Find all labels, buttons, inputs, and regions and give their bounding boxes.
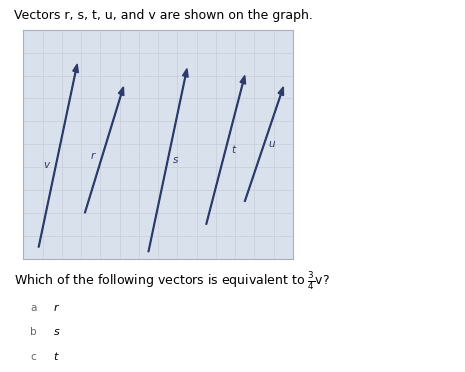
FancyArrow shape <box>85 87 124 213</box>
Text: s: s <box>173 155 178 165</box>
Text: v: v <box>43 160 49 170</box>
FancyArrow shape <box>245 87 284 202</box>
Text: r: r <box>91 151 95 161</box>
Text: c: c <box>30 352 36 362</box>
Text: t: t <box>231 145 235 155</box>
Text: Vectors r, s, t, u, and v are shown on the graph.: Vectors r, s, t, u, and v are shown on t… <box>14 9 313 22</box>
FancyArrow shape <box>38 64 79 247</box>
Text: s: s <box>53 327 59 337</box>
Text: t: t <box>53 352 58 362</box>
Text: a: a <box>30 303 37 313</box>
Text: b: b <box>30 327 37 337</box>
Text: u: u <box>268 139 275 149</box>
FancyArrow shape <box>148 69 188 252</box>
Text: Which of the following vectors is equivalent to $\frac{3}{4}$v?: Which of the following vectors is equiva… <box>14 270 330 292</box>
Text: r: r <box>53 303 58 313</box>
FancyArrow shape <box>206 76 246 224</box>
